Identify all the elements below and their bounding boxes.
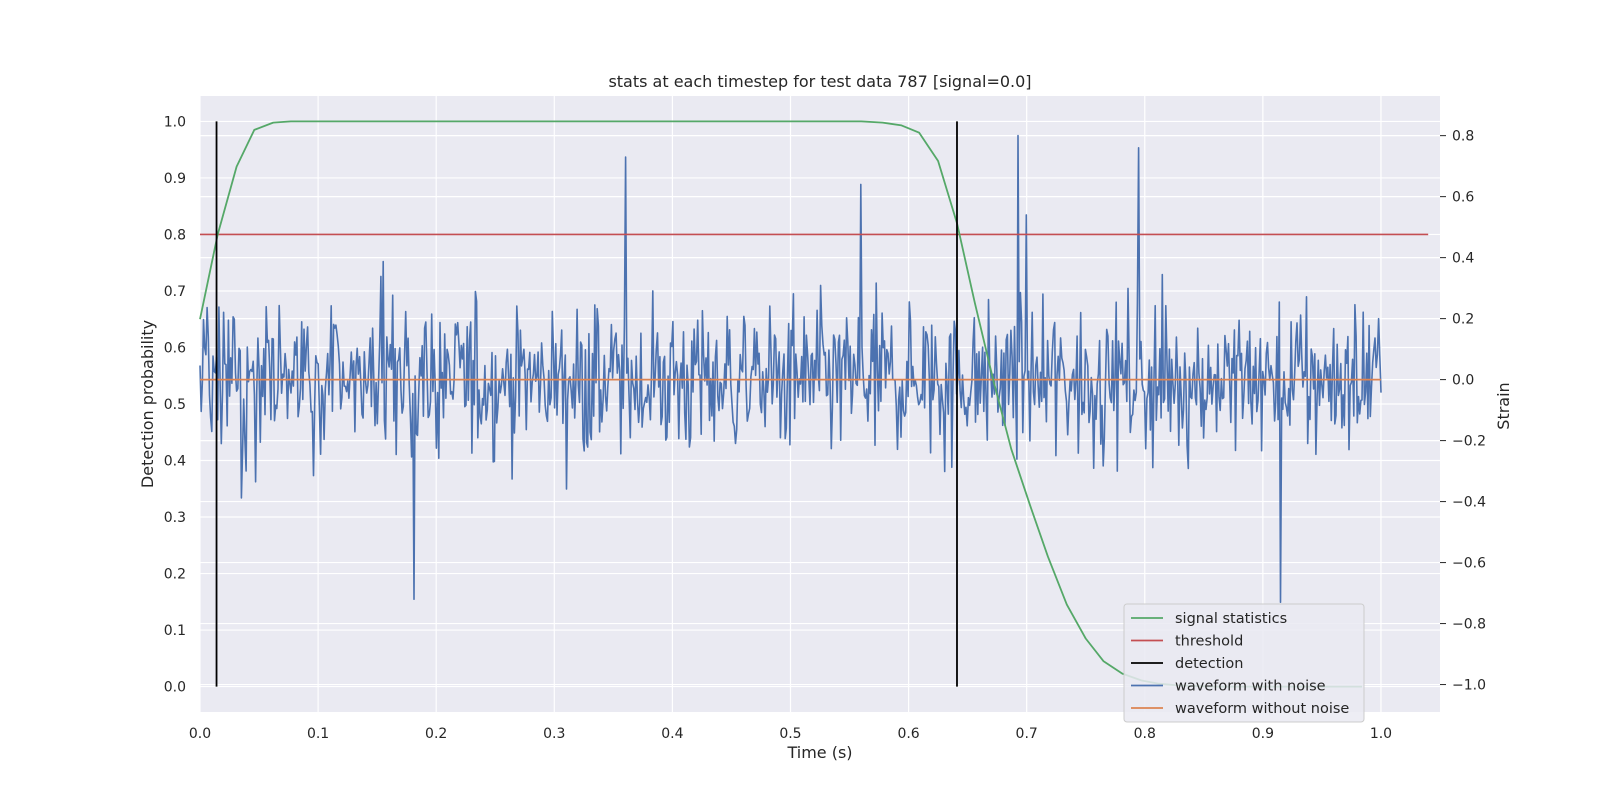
y-left-tick-label: 0.9 [164,171,186,187]
y-right-tick-label: 0.8 [1452,129,1474,145]
y-left-tick-label: 0.5 [164,397,186,413]
y-right-tick-label: −0.4 [1452,495,1486,511]
x-tick-label: 0.0 [189,726,211,742]
y-right-tick-label: 0.4 [1452,251,1474,267]
x-tick-label: 0.2 [425,726,447,742]
x-tick-labels: 0.0 0.1 0.2 0.3 0.4 0.5 0.6 0.7 0.8 0.9 1.0 [189,726,1392,742]
x-tick-label: 0.1 [307,726,329,742]
y-right-axis-label: Strain [1494,382,1513,429]
x-tick-label: 1.0 [1370,726,1392,742]
x-tick-label: 0.6 [897,726,919,742]
legend-label: threshold [1175,634,1243,650]
y-right-tick-labels: −1.0 −0.8 −0.6 −0.4 −0.2 0.0 0.2 0.4 0.6 0.8 [1440,129,1486,694]
y-right-tick-label: −0.2 [1452,434,1486,450]
x-axis-label: Time (s) [786,743,852,762]
legend-label: signal statistics [1175,611,1287,627]
legend-label: waveform without noise [1175,701,1349,717]
y-right-tick-label: −0.8 [1452,617,1486,633]
y-left-tick-label: 0.1 [164,623,186,639]
y-left-tick-labels: 0.0 0.1 0.2 0.3 0.4 0.5 0.6 0.7 0.8 0.9 1.0 [164,114,186,695]
y-right-tick-label: 0.2 [1452,312,1474,328]
y-left-tick-label: 0.7 [164,284,186,300]
y-right-tick-label: −1.0 [1452,678,1486,694]
y-left-tick-label: 0.0 [164,680,186,696]
x-tick-label: 0.4 [661,726,683,742]
x-tick-label: 0.5 [779,726,801,742]
legend-box [1123,603,1365,723]
y-right-tick-label: 0.6 [1452,190,1474,206]
series-waveform-with-noise [199,134,1382,604]
x-tick-label: 0.9 [1252,726,1274,742]
y-right-tick-label: 0.0 [1452,373,1474,389]
x-tick-label: 0.7 [1016,726,1038,742]
y-left-tick-label: 1.0 [164,114,186,130]
y-left-tick-label: 0.3 [164,510,186,526]
legend-label: detection [1175,656,1243,672]
y-right-tick-label: −0.6 [1452,556,1486,572]
legend-label: waveform with noise [1175,679,1326,695]
y-left-tick-label: 0.4 [164,454,186,470]
x-tick-label: 0.8 [1134,726,1156,742]
x-tick-label: 0.3 [543,726,565,742]
legend: signal statistics threshold detection wavef… [1123,603,1365,723]
y-left-tick-label: 0.6 [164,340,186,356]
chart-title: stats at each timestep for test data 787… [608,72,1031,91]
legend-entries: signal statistics threshold detection wavef… [1131,611,1349,717]
y-left-tick-label: 0.8 [164,227,186,243]
y-left-axis-label: Detection probability [138,320,157,488]
y-left-tick-label: 0.2 [164,567,186,583]
